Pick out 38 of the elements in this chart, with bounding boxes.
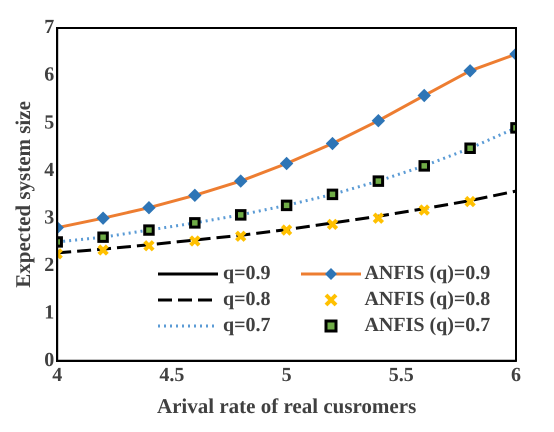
point [96,244,110,256]
x-axis-title: Arival rate of real cusromers [156,394,416,418]
y-tick-label: 5 [44,111,54,134]
point [372,175,384,187]
legend-label: q=0.9 [223,262,271,284]
point [280,200,292,212]
x-tick-label: 5.5 [388,364,414,386]
x-tick-label: 4.5 [159,364,184,386]
point [234,230,247,242]
point [189,217,201,229]
x-tick-label: 5 [282,364,292,386]
y-tick-label: 2 [44,254,54,276]
point [234,209,246,221]
legend-label: q=0.8 [223,288,271,310]
y-tick-label: 4 [44,158,54,181]
point [142,240,156,252]
legend-label: ANFIS (q)=0.7 [364,314,490,336]
point [280,224,293,236]
point [326,218,339,231]
legend-label: ANFIS (q)=0.9 [364,262,490,284]
y-tick-label: 7 [44,16,54,38]
y-tick-label: 3 [44,206,54,228]
y-axis-title: Expected system size [11,101,36,288]
point [372,212,385,224]
y-tick-label: 6 [44,64,54,86]
point [464,195,476,208]
point [188,234,202,248]
y-tick-label: 1 [44,301,54,324]
point [418,204,430,216]
x-tick-label: 6 [511,364,521,386]
point [418,160,430,172]
point [143,224,155,236]
legend-label: q=0.7 [223,314,271,336]
point [326,188,338,200]
y-tick-label: 0 [44,348,54,371]
point [464,142,476,154]
point [97,231,109,243]
legend-label: ANFIS (q)=0.8 [364,288,490,310]
